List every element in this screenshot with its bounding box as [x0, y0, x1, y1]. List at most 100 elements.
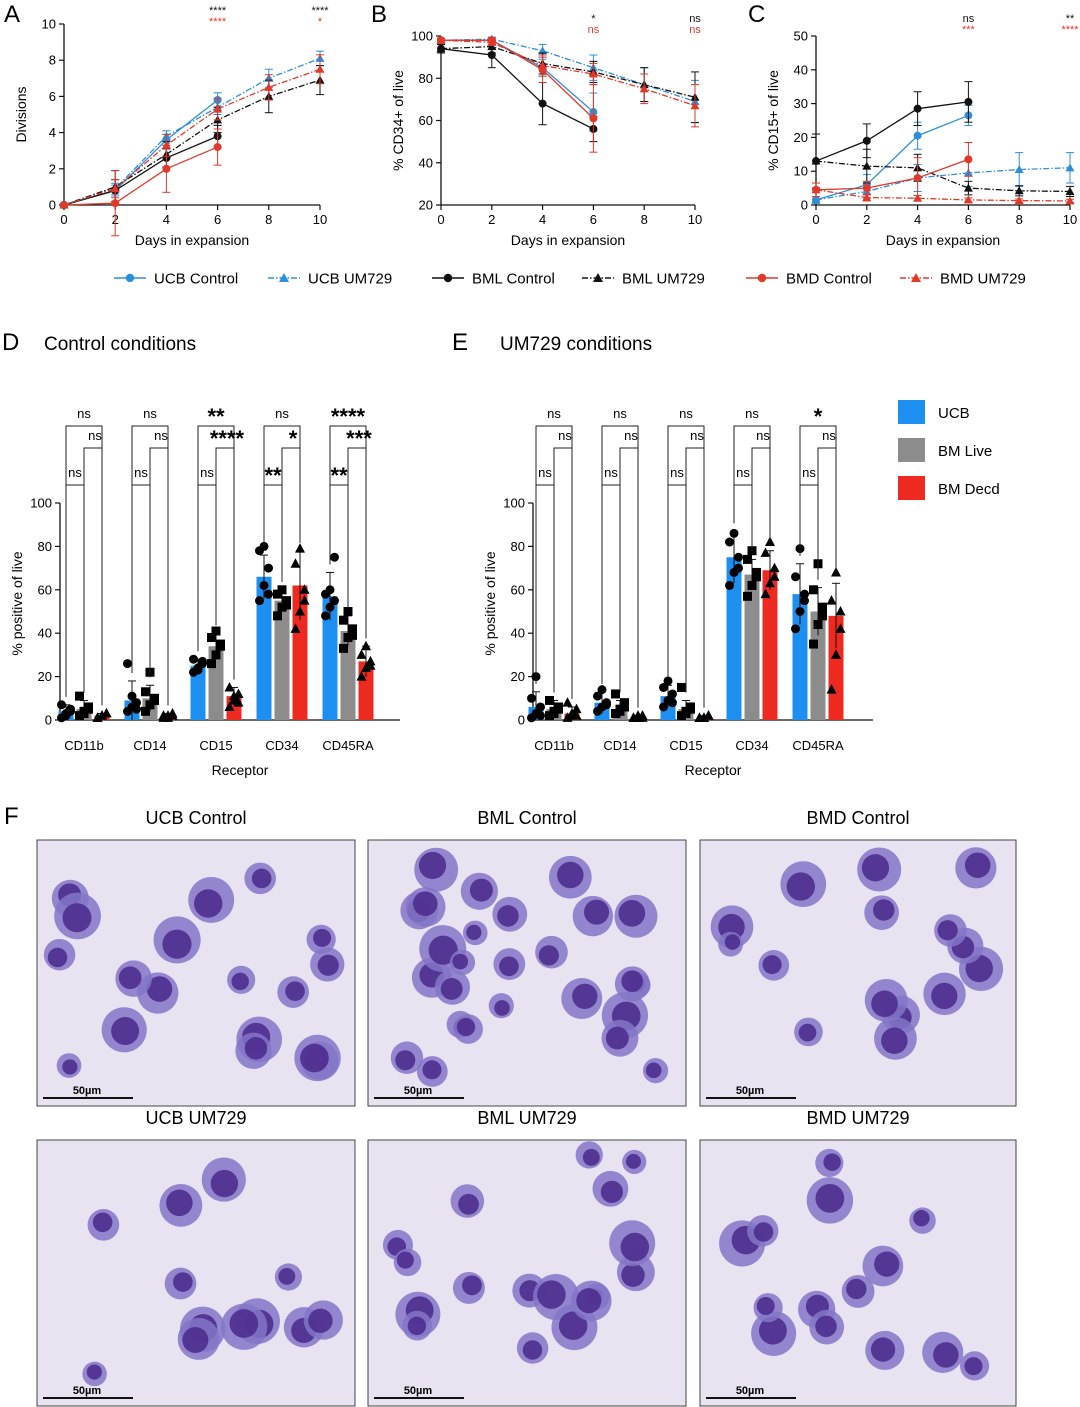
cell-nucleus — [762, 955, 782, 975]
cell-nucleus — [313, 928, 332, 947]
significance-label: ns — [588, 24, 600, 36]
significance-label: ns — [624, 428, 638, 443]
legend-marker — [125, 273, 135, 283]
category-cd45ra: CD45RA — [321, 552, 376, 753]
cell-nucleus — [626, 1153, 641, 1169]
x-tick-label: 6 — [590, 212, 597, 227]
scale-bar-label: 50µm — [736, 1085, 765, 1097]
category-label: CD45RA — [322, 738, 374, 753]
replicate-point — [295, 606, 305, 616]
category-label: CD34 — [265, 738, 298, 753]
replicate-point — [800, 589, 809, 599]
comparison-bracket: ** — [329, 463, 349, 608]
significance-label: * — [591, 13, 596, 25]
series-line — [815, 189, 1071, 202]
significance-label: **** — [209, 5, 227, 17]
cell-nucleus — [600, 1180, 623, 1203]
bar-legend-item: UCB — [898, 400, 970, 424]
replicate-point — [325, 585, 335, 595]
significance-label: ** — [330, 463, 348, 488]
replicate-point — [233, 697, 244, 707]
cell-nucleus — [823, 1153, 841, 1171]
cell-nucleus — [645, 1062, 662, 1079]
micrograph: UCB UM729 50µm — [36, 1108, 356, 1407]
series-bml-um729 — [811, 133, 1075, 198]
category-label: CD34 — [735, 738, 768, 753]
category-label: CD11b — [64, 738, 104, 753]
bar — [322, 596, 338, 720]
cell-nucleus — [452, 953, 469, 970]
replicate-point — [743, 554, 752, 564]
replicate-point — [571, 710, 582, 720]
significance-label: ns — [77, 406, 91, 421]
y-axis-label: % CD15+ of live — [765, 70, 781, 171]
scale-bar-label: 50µm — [73, 1085, 102, 1097]
cell-nucleus — [422, 1060, 442, 1080]
bar — [274, 600, 290, 720]
replicate-point — [123, 659, 132, 669]
replicate-point — [668, 689, 677, 699]
bracket-line — [329, 484, 349, 608]
series-ucb-control — [60, 92, 222, 209]
x-tick-label: 0 — [60, 212, 67, 227]
data-point — [862, 193, 872, 202]
bracket-line — [553, 447, 573, 699]
cell-nucleus — [86, 1364, 102, 1380]
x-tick-label: 8 — [265, 212, 272, 227]
replicate-point — [356, 671, 367, 681]
cell-nucleus — [583, 899, 610, 925]
replicate-point — [198, 656, 207, 666]
replicate-point — [211, 626, 221, 636]
series-bml-control — [60, 124, 222, 209]
bar-chart-legend: UCB BM Live BM Decd — [898, 400, 1000, 500]
cell-nucleus — [871, 990, 898, 1018]
data-point — [1014, 196, 1024, 205]
cell-nucleus — [937, 920, 958, 941]
replicate-point — [141, 687, 150, 697]
bar — [744, 574, 760, 720]
y-tick-label: 0 — [45, 713, 52, 728]
replicate-point — [57, 700, 66, 710]
x-tick-label: 6 — [214, 212, 221, 227]
micrograph: BMD Control 50µm — [699, 808, 1017, 1107]
micrograph-title: UCB Control — [145, 808, 246, 828]
bar — [726, 557, 742, 720]
y-tick-label: 30 — [794, 96, 808, 111]
significance-label: ns — [538, 465, 552, 480]
y-tick-label: 6 — [49, 89, 56, 104]
data-point — [487, 37, 497, 46]
data-point — [162, 164, 171, 173]
legend-item: BML Control — [432, 271, 555, 288]
cell-nucleus — [244, 1037, 268, 1060]
cell-nucleus — [861, 854, 890, 882]
category-label: CD14 — [603, 738, 636, 753]
cell-nucleus — [285, 981, 305, 1001]
chart-b: 20 40 60 80 100 0 2 4 6 8 10 Days in expansion % CD3… — [390, 13, 702, 248]
cell-nucleus — [62, 903, 92, 933]
replicate-point — [554, 704, 563, 714]
significance-label: *** — [346, 426, 372, 451]
cell-nucleus — [229, 1309, 259, 1338]
bar-legend-item: BM Live — [898, 438, 992, 462]
cell-nucleus — [308, 1308, 333, 1333]
legend-marker — [443, 273, 453, 283]
replicate-point — [193, 665, 203, 675]
data-point — [538, 46, 548, 55]
x-tick-label: 10 — [313, 212, 327, 227]
y-tick-label: 20 — [38, 669, 52, 684]
series-line — [63, 135, 218, 206]
cell-nucleus — [618, 899, 646, 927]
cell-nucleus — [499, 956, 519, 977]
replicate-point — [536, 702, 545, 712]
series-line — [440, 45, 696, 98]
y-tick-label: 40 — [38, 626, 52, 641]
panel-letter-a: A — [4, 1, 20, 28]
y-tick-label: 8 — [49, 53, 56, 68]
cell-nucleus — [118, 966, 142, 990]
legend-label: BMD UM729 — [940, 271, 1026, 288]
bar — [340, 631, 356, 720]
significance-label: ns — [679, 406, 693, 421]
replicate-point — [760, 547, 771, 557]
cell-nucleus — [758, 1316, 787, 1345]
panel-letter-d: D — [2, 329, 19, 356]
